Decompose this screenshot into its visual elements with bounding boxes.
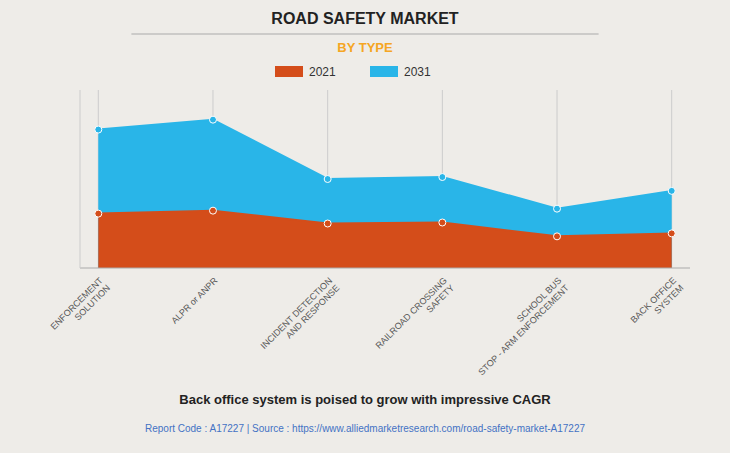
marker bbox=[324, 220, 331, 227]
x-tick-label: INCIDENT DETECTIONAND RESPONSE bbox=[259, 275, 342, 358]
marker bbox=[668, 187, 675, 194]
marker bbox=[554, 233, 561, 240]
x-tick: BACK OFFICESYSTEM bbox=[629, 275, 686, 332]
annotation: Back office system is poised to grow wit… bbox=[179, 392, 551, 407]
x-tick-labels: ENFORCEMENTSOLUTION ALPR or ANPR INCIDENT … bbox=[49, 275, 686, 377]
marker bbox=[209, 116, 216, 123]
x-tick: INCIDENT DETECTIONAND RESPONSE bbox=[259, 275, 342, 358]
marker bbox=[439, 174, 446, 181]
area bbox=[98, 120, 671, 268]
legend-swatch bbox=[275, 66, 303, 77]
x-tick: RAILROAD CROSSINGSAFETY bbox=[374, 275, 457, 358]
y-axis bbox=[80, 90, 81, 268]
x-tick-label: RAILROAD CROSSINGSAFETY bbox=[374, 275, 457, 358]
grid bbox=[98, 90, 671, 268]
legend-swatch bbox=[370, 66, 398, 77]
marker bbox=[668, 230, 675, 237]
area bbox=[98, 211, 671, 268]
legend-item: 2031 bbox=[370, 65, 431, 79]
legend-item: 2021 bbox=[275, 65, 336, 79]
x-axis bbox=[80, 268, 690, 269]
legend-label: 2021 bbox=[309, 65, 336, 79]
background bbox=[0, 0, 730, 453]
subtitle: BY TYPE bbox=[337, 40, 393, 55]
marker bbox=[95, 210, 102, 217]
marker bbox=[554, 205, 561, 212]
x-tick: ENFORCEMENTSOLUTION bbox=[49, 275, 113, 339]
series-group bbox=[95, 116, 675, 268]
x-tick: SCHOOL BUSSTOP - ARM ENFORCEMENT bbox=[469, 275, 571, 377]
x-tick-label: ALPR or ANPR bbox=[169, 275, 220, 326]
line bbox=[98, 211, 671, 237]
x-tick-label: BACK OFFICESYSTEM bbox=[629, 275, 686, 332]
marker bbox=[209, 207, 216, 214]
line bbox=[98, 120, 671, 209]
x-tick-label: ENFORCEMENTSOLUTION bbox=[49, 275, 113, 339]
title-rule bbox=[131, 34, 598, 35]
marker bbox=[324, 176, 331, 183]
chart: ROAD SAFETY MARKET BY TYPE2021 2031 ENFORCE… bbox=[0, 0, 730, 453]
x-tick: ALPR or ANPR bbox=[169, 275, 220, 326]
legend-label: 2031 bbox=[404, 65, 431, 79]
annotation: Report Code : A17227 | Source : https://… bbox=[145, 423, 585, 434]
x-tick-label: SCHOOL BUSSTOP - ARM ENFORCEMENT bbox=[469, 275, 571, 377]
marker bbox=[439, 219, 446, 226]
title: ROAD SAFETY MARKET bbox=[271, 10, 458, 27]
marker bbox=[95, 126, 102, 133]
